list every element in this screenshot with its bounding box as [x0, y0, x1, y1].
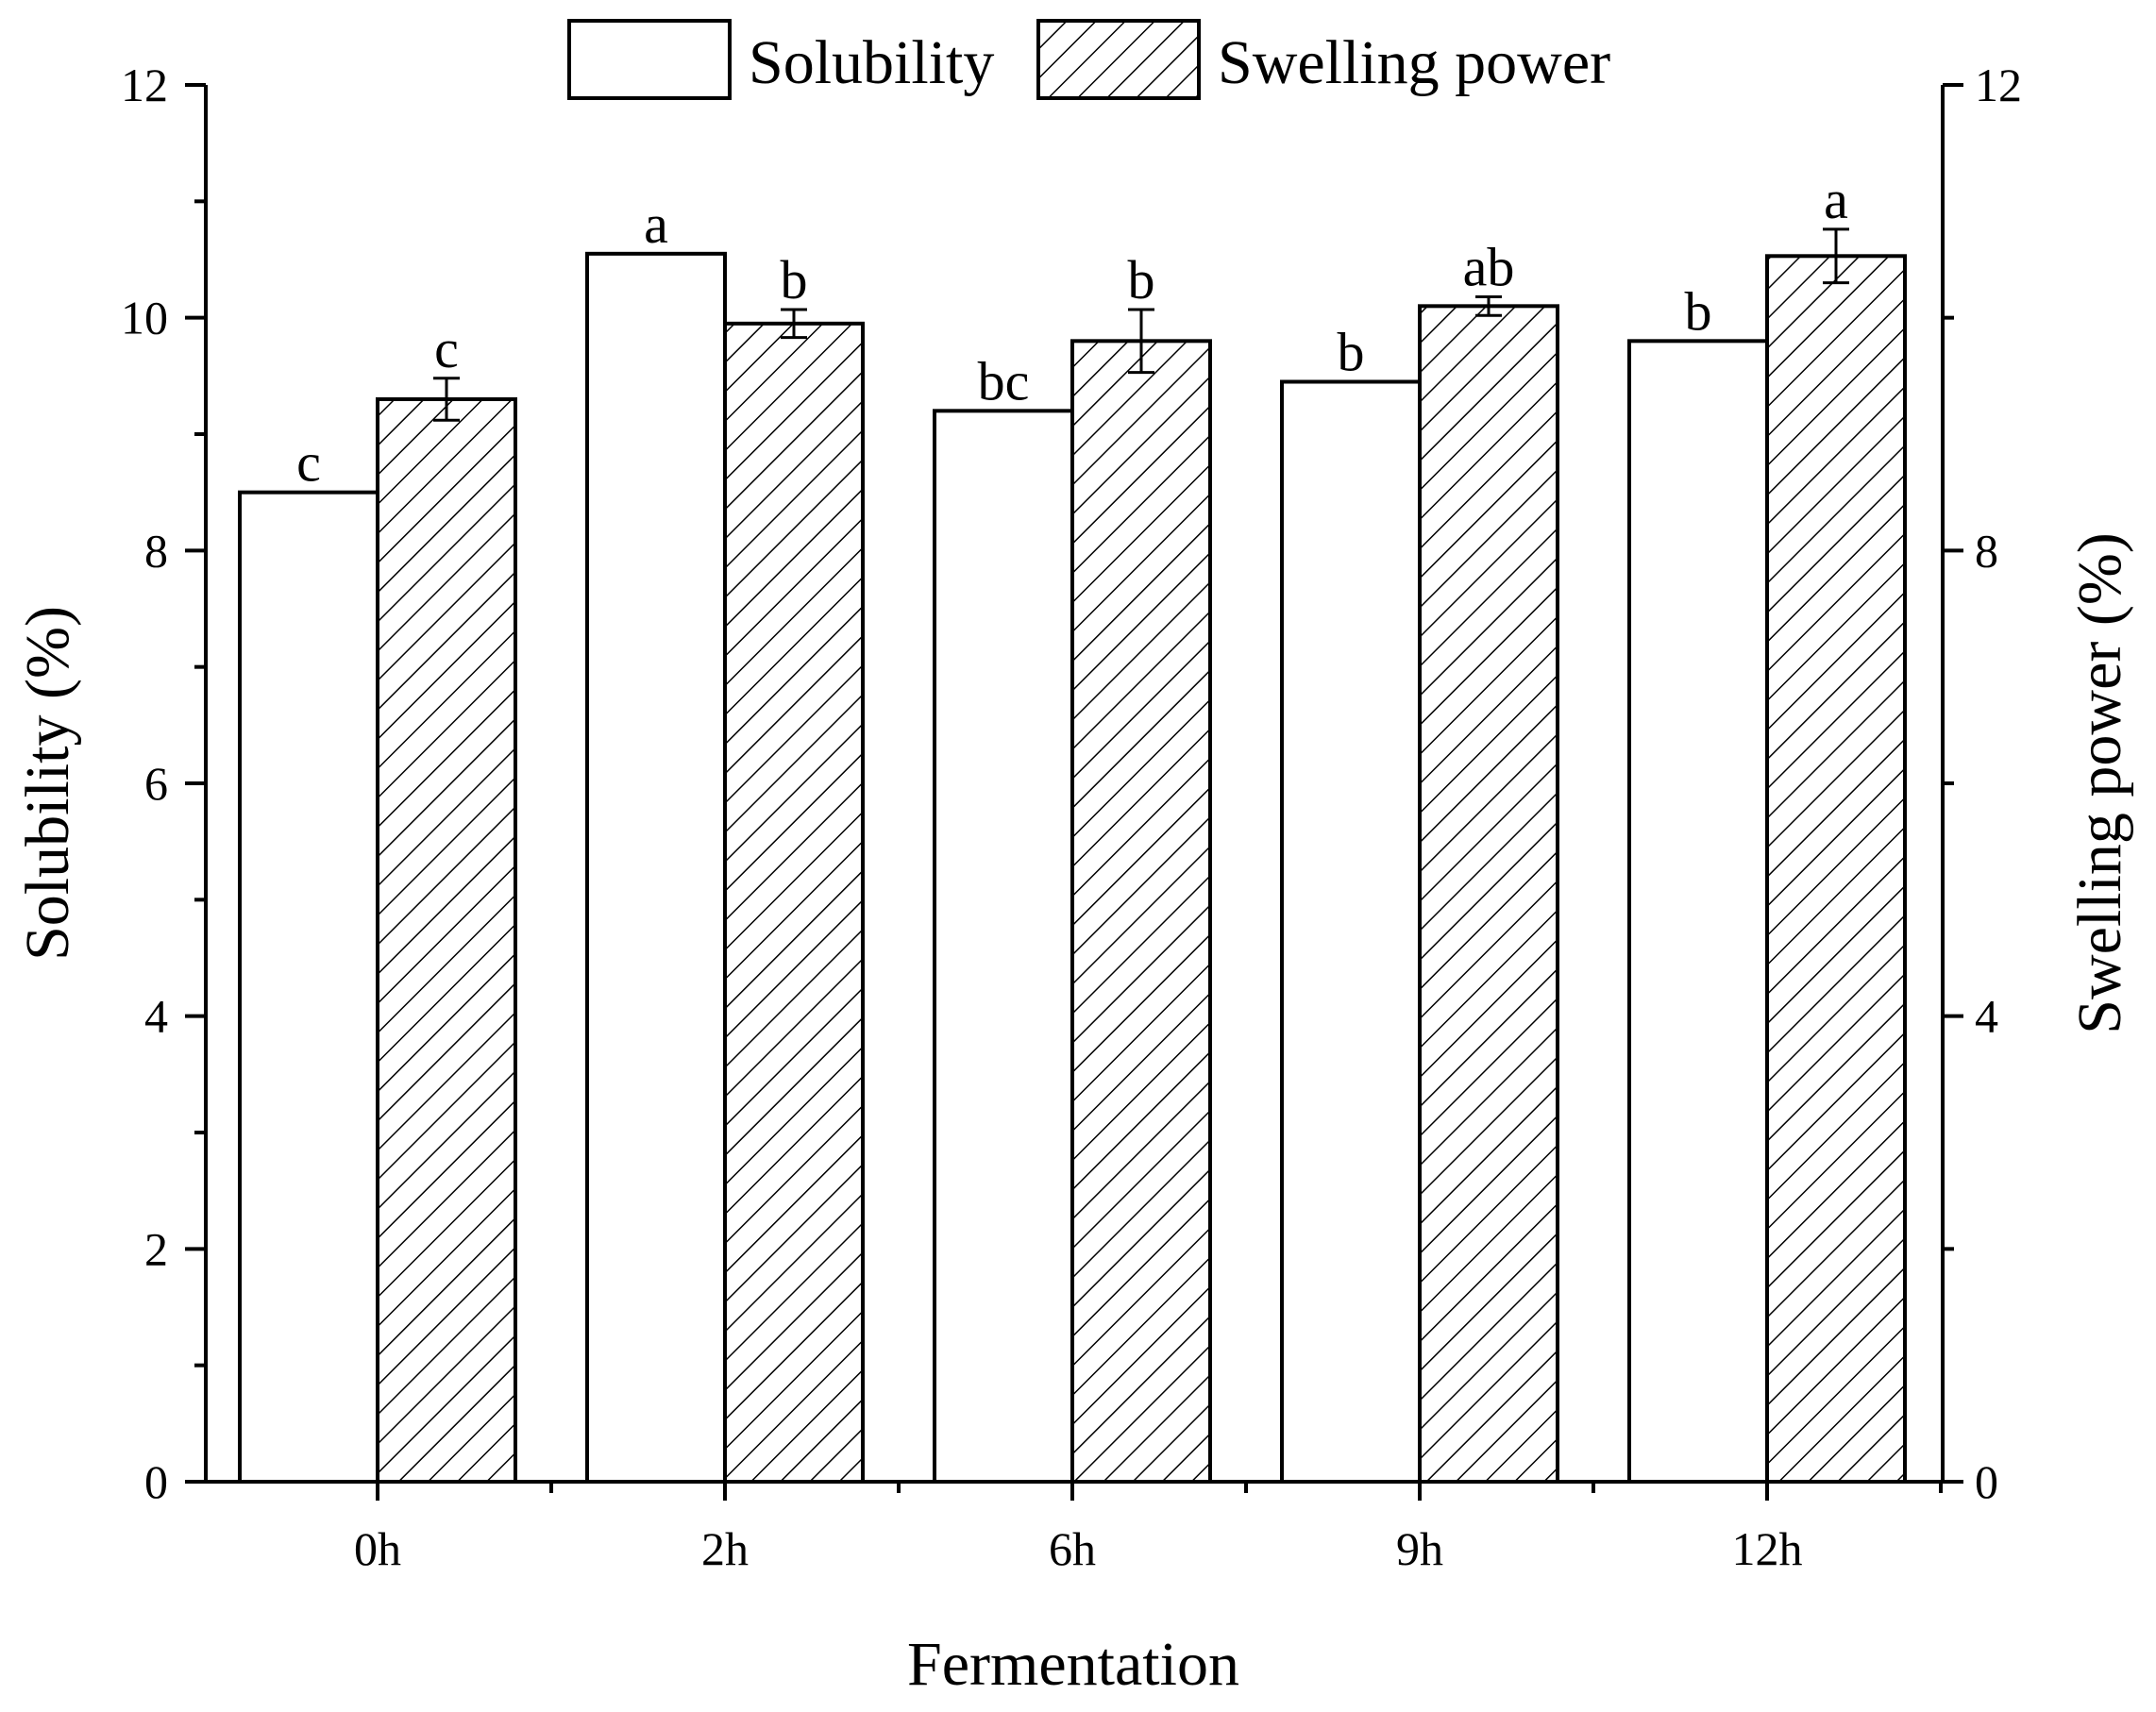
x-axis-ticks: 0h 2h 6h 9h 12h — [354, 1482, 1943, 1575]
significance-label: b — [1128, 249, 1155, 311]
y2-tick-label: 0 — [1975, 1455, 1998, 1508]
significance-label: a — [644, 193, 668, 255]
bar-swelling-power-0h — [376, 397, 517, 1484]
y-tick-label: 12 — [121, 59, 168, 111]
significance-label: c — [296, 432, 321, 494]
y-tick-label: 4 — [144, 990, 168, 1043]
y-tick-label: 2 — [144, 1222, 168, 1275]
bar-swelling-power-2h — [723, 321, 865, 1484]
significance-label: b — [781, 249, 808, 311]
x-tick-label-2h: 2h — [701, 1522, 749, 1575]
y-tick-label: 6 — [144, 757, 168, 810]
bar-solubility-9h — [1280, 379, 1422, 1484]
y2-tick-label: 12 — [1975, 59, 2022, 111]
x-tick-label-9h: 9h — [1396, 1522, 1443, 1575]
bar-solubility-2h — [585, 251, 727, 1484]
legend-label-solubility: Solubility — [749, 28, 994, 97]
legend-swatch-solubility — [567, 19, 732, 100]
x-tick-label-6h: 6h — [1049, 1522, 1096, 1575]
x-tick-label-12h: 12h — [1732, 1522, 1803, 1575]
bar-swelling-power-12h — [1765, 254, 1907, 1484]
legend-swatch-swelling-power — [1036, 19, 1201, 100]
bar-solubility-0h — [238, 490, 379, 1485]
y2-tick-label: 8 — [1975, 524, 1998, 577]
bar-swelling-power-9h — [1418, 304, 1559, 1484]
y-axis-title: Solubility (%) — [13, 606, 82, 961]
significance-label: bc — [978, 350, 1030, 411]
legend: Solubility Swelling power — [567, 19, 1610, 100]
y-tick-label: 0 — [144, 1455, 168, 1508]
left-axis-ticks: 0 2 4 6 8 10 12 — [121, 59, 206, 1508]
significance-label: ab — [1463, 236, 1515, 297]
x-tick-label-0h: 0h — [354, 1522, 401, 1575]
y2-tick-label: 4 — [1975, 990, 1998, 1043]
y-tick-label: 10 — [121, 292, 168, 344]
x-axis-title: Fermentation — [907, 1630, 1239, 1699]
right-axis-ticks: 0 4 8 12 — [1943, 59, 2022, 1508]
significance-label: b — [1685, 280, 1712, 342]
significance-label: a — [1824, 169, 1848, 230]
bar-solubility-12h — [1627, 339, 1769, 1484]
legend-label-swelling-power: Swelling power — [1218, 28, 1610, 97]
y2-axis-title: Swelling power (%) — [2065, 532, 2134, 1034]
significance-label: c — [434, 318, 459, 379]
bar-swelling-power-6h — [1070, 339, 1212, 1484]
y-tick-label: 8 — [144, 524, 168, 577]
bar-solubility-6h — [933, 409, 1074, 1484]
significance-label: b — [1338, 322, 1365, 383]
